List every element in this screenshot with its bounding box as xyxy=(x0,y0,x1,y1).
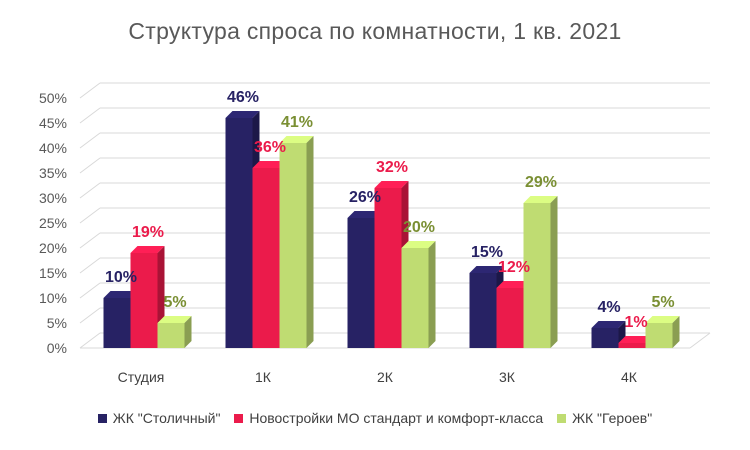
bar xyxy=(103,298,131,348)
data-label: 32% xyxy=(376,159,408,176)
bar xyxy=(469,273,497,348)
gridline-diagonal xyxy=(79,132,101,149)
data-label: 12% xyxy=(498,259,530,276)
data-label: 5% xyxy=(651,294,674,311)
bar-side xyxy=(672,316,680,348)
gridline-diagonal xyxy=(79,182,101,199)
bar-top xyxy=(103,291,138,298)
x-category-label: 3К xyxy=(499,369,516,385)
data-label: 4% xyxy=(597,299,620,316)
bar xyxy=(645,323,673,348)
bar xyxy=(374,188,402,348)
bar-top xyxy=(469,266,504,273)
legend-item-geroev: ЖК "Героев" xyxy=(557,410,652,426)
legend-item-stolichny: ЖК "Столичный" xyxy=(97,410,221,426)
y-axis-ticks: 0% 5% 10% 15% 20% 25% 30% 35% 40% 45% 50% xyxy=(39,90,67,356)
gridline-diagonal xyxy=(79,207,101,224)
gridline-diagonal xyxy=(79,232,101,249)
gridline-diagonal xyxy=(79,257,101,274)
legend-label: Новостройки МО стандарт и комфорт-класса xyxy=(249,410,544,426)
bar-top xyxy=(618,336,653,343)
bar xyxy=(401,248,429,348)
bar-top xyxy=(130,246,165,253)
legend-swatch xyxy=(97,414,107,423)
y-tick-label: 20% xyxy=(39,240,67,256)
data-label: 15% xyxy=(471,244,503,261)
y-tick-label: 10% xyxy=(39,290,67,306)
gridline-diagonal xyxy=(79,332,101,349)
data-label: 29% xyxy=(525,174,557,191)
y-tick-label: 45% xyxy=(39,115,67,131)
bar xyxy=(618,343,646,348)
chart-title: Структура спроса по комнатности, 1 кв. 2… xyxy=(128,18,622,44)
bar-top xyxy=(279,136,314,143)
legend-item-novostroyki: Новостройки МО стандарт и комфорт-класса xyxy=(234,410,543,426)
legend-swatch xyxy=(557,414,567,423)
bar-top xyxy=(496,281,531,288)
gridline-diagonal xyxy=(79,157,101,174)
bar-top xyxy=(591,321,626,328)
bar-top xyxy=(374,181,409,188)
gridline-diagonal xyxy=(79,107,101,124)
bar xyxy=(591,328,619,348)
legend-label: ЖК "Столичный" xyxy=(112,410,221,426)
bar-top xyxy=(225,111,260,118)
bar xyxy=(157,323,185,348)
bar xyxy=(279,143,307,348)
bar-side xyxy=(184,316,192,348)
data-label: 36% xyxy=(254,139,286,156)
legend-label: ЖК "Героев" xyxy=(572,410,653,426)
x-axis-categories: Студия 1К 2К 3К 4К xyxy=(118,369,638,385)
gridline-diagonal xyxy=(79,282,101,299)
y-tick-label: 25% xyxy=(39,215,67,231)
y-tick-label: 40% xyxy=(39,140,67,156)
bar-top xyxy=(157,316,192,323)
y-tick-label: 0% xyxy=(47,340,67,356)
data-label: 26% xyxy=(349,189,381,206)
data-label: 19% xyxy=(132,224,164,241)
y-tick-label: 30% xyxy=(39,190,67,206)
data-label: 20% xyxy=(403,219,435,236)
floor-right-edge xyxy=(689,332,711,349)
bar xyxy=(347,218,375,348)
bars xyxy=(103,111,680,348)
bar-side xyxy=(306,136,314,348)
bar-top xyxy=(523,196,558,203)
gridline-diagonal xyxy=(79,307,101,324)
data-label: 1% xyxy=(624,314,647,331)
bar-top xyxy=(645,316,680,323)
bar xyxy=(225,118,253,348)
legend-swatch xyxy=(234,414,244,423)
bar-top xyxy=(401,241,436,248)
y-tick-label: 15% xyxy=(39,265,67,281)
data-label: 5% xyxy=(163,294,186,311)
bar xyxy=(130,253,158,348)
y-tick-label: 50% xyxy=(39,90,67,106)
data-label: 46% xyxy=(227,89,259,106)
bar-top xyxy=(252,161,287,168)
x-category-label: 1К xyxy=(255,369,272,385)
data-labels: 10%19%5%46%36%41%26%32%20%15%12%29%4%1%5… xyxy=(105,89,675,331)
data-label: 41% xyxy=(281,114,313,131)
x-category-label: 4К xyxy=(621,369,638,385)
data-label: 10% xyxy=(105,269,137,286)
gridline-diagonal xyxy=(79,82,101,99)
x-category-label: Студия xyxy=(118,369,165,385)
legend: ЖК "Столичный" Новостройки МО стандарт и… xyxy=(0,410,750,426)
y-tick-label: 35% xyxy=(39,165,67,181)
bar xyxy=(496,288,524,348)
y-tick-label: 5% xyxy=(47,315,67,331)
x-category-label: 2К xyxy=(377,369,394,385)
bar-top xyxy=(347,211,382,218)
bar xyxy=(523,203,551,348)
bar-side xyxy=(550,196,558,348)
bar-side xyxy=(428,241,436,348)
bar xyxy=(252,168,280,348)
